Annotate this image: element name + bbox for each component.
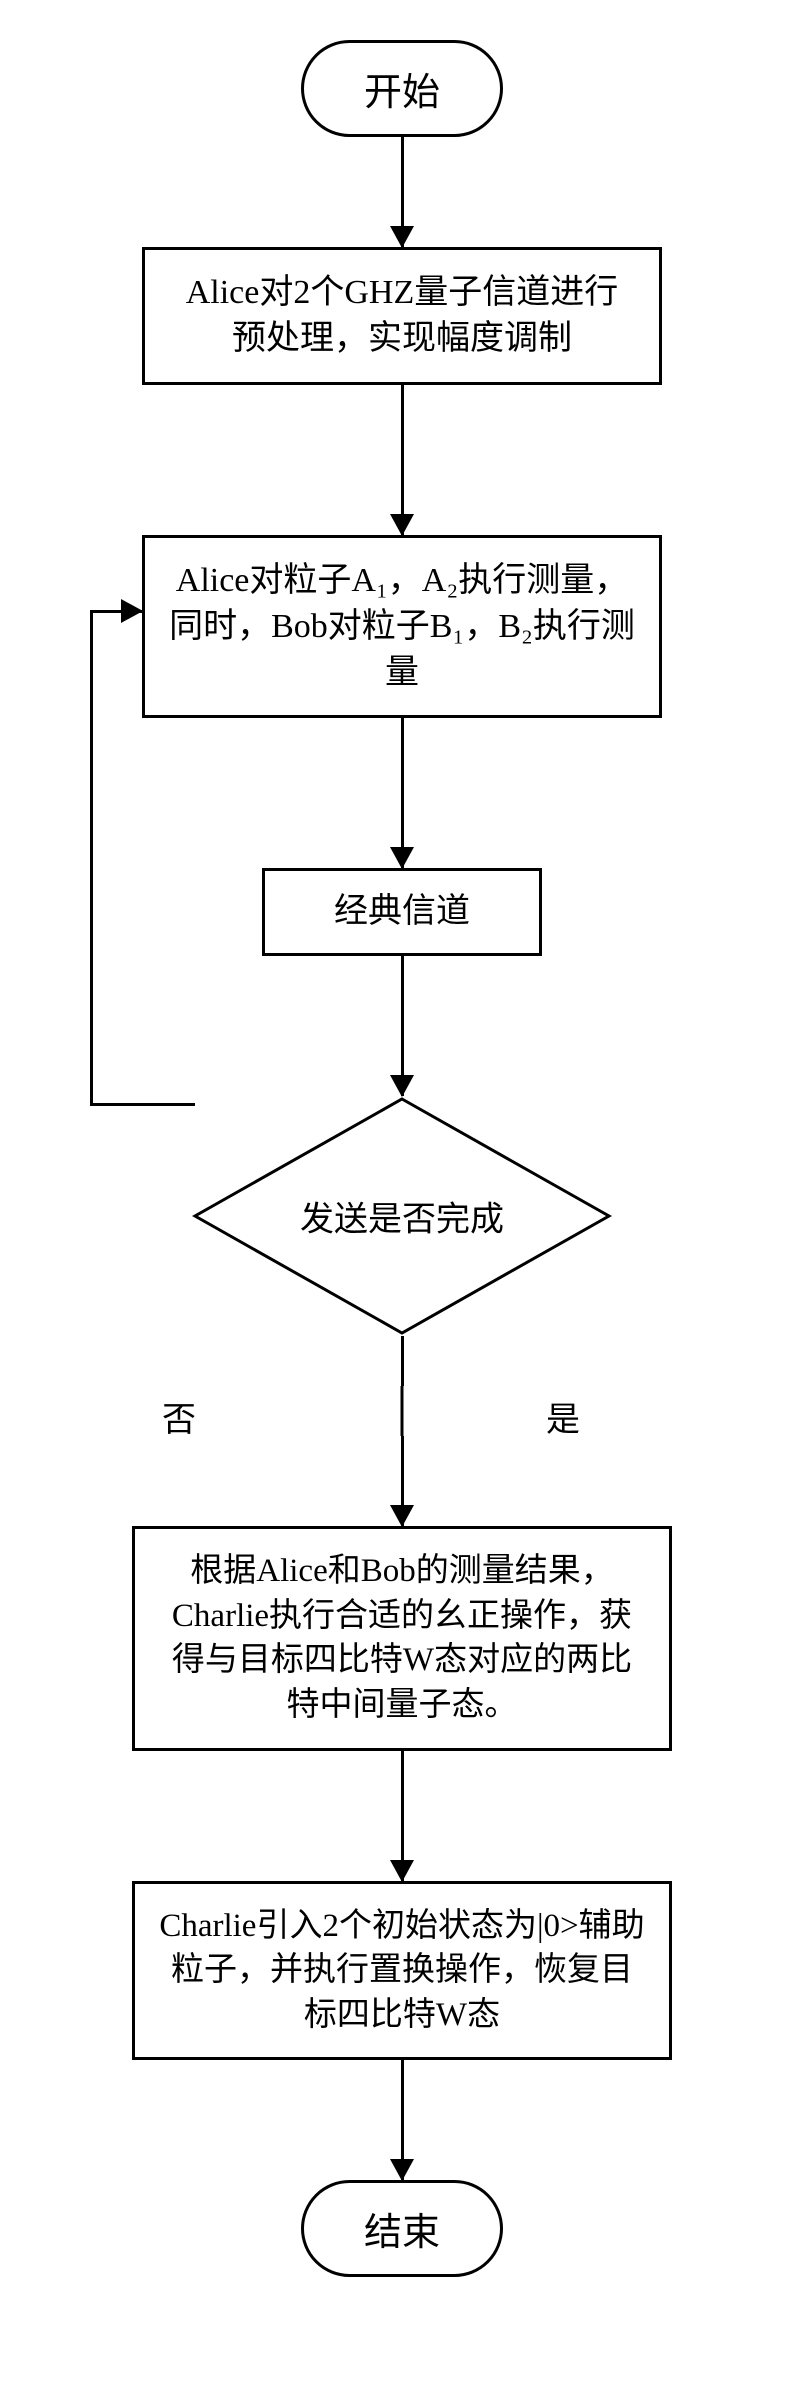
preprocess-node: Alice对2个GHZ量子信道进行预处理，实现幅度调制 [142,247,662,385]
channel-node: 经典信道 [262,868,542,956]
measure-node: Alice对粒子A₁，A₂执行测量，同时，Bob对粒子B₁，B₂执行测量 [142,535,662,719]
no-label: 否 [162,1392,196,1441]
arrow [401,718,404,868]
connector [401,1386,404,1436]
arrow [401,2060,404,2180]
connector [401,1336,404,1386]
loop-connector [90,1103,195,1106]
decision-label: 发送是否完成 [300,1192,504,1241]
auxiliary-node: Charlie引入2个初始状态为|0>辅助粒子，并执行置换操作，恢复目标四比特W… [132,1881,672,2061]
decision-node: 发送是否完成 [192,1096,612,1336]
start-node: 开始 [301,40,503,137]
arrow [401,385,404,535]
loop-region: Alice对粒子A₁，A₂执行测量，同时，Bob对粒子B₁，B₂执行测量 经典信… [0,385,804,1527]
unitary-node: 根据Alice和Bob的测量结果，Charlie执行合适的幺正操作，获得与目标四… [132,1526,672,1750]
arrow [401,956,404,1096]
arrow [401,137,404,247]
yes-label: 是 [546,1392,580,1441]
branch-labels: 否 是 [102,1386,702,1436]
loop-arrow [90,610,142,613]
flowchart-container: 开始 Alice对2个GHZ量子信道进行预处理，实现幅度调制 Alice对粒子A… [0,40,804,2277]
loop-connector [90,610,93,1106]
arrow [401,1436,404,1526]
end-node: 结束 [301,2180,503,2277]
arrow [401,1751,404,1881]
